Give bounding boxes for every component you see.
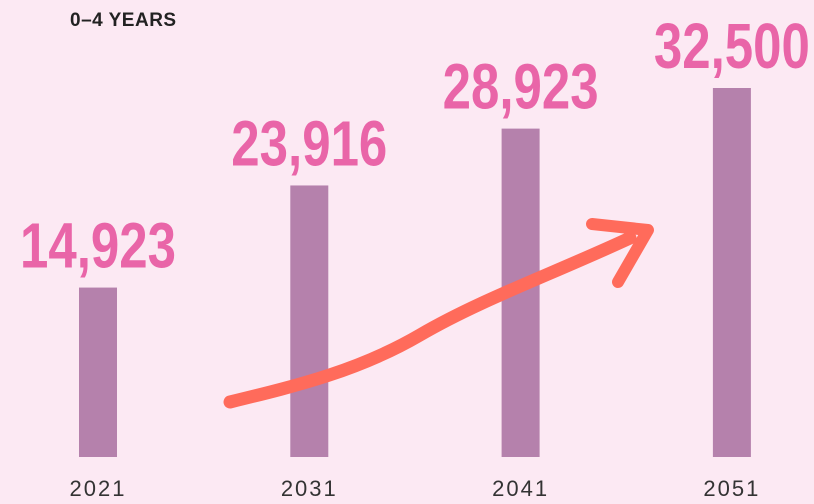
value-label: 28,923 [443,51,599,123]
value-label: 14,923 [20,210,176,282]
value-label: 32,500 [654,10,810,82]
x-tick-label: 2041 [492,476,549,501]
arrow-head [586,218,654,288]
chart-title: 0–4 YEARS [70,10,177,31]
x-tick-label: 2031 [281,476,338,501]
bar [79,287,117,457]
x-tick-label: 2021 [70,476,127,501]
trend-arrow [223,218,654,409]
bar [712,88,751,457]
x-tick-label: 2051 [703,476,760,501]
bar [290,185,329,457]
value-label: 23,916 [231,107,387,179]
arrow-shaft [223,231,637,409]
